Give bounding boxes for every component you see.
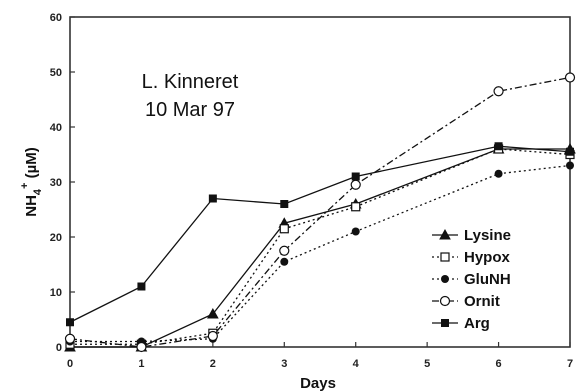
- legend: Lysine Hypox GluNH Ornit Arg: [432, 227, 511, 332]
- x-tick-label: 2: [210, 358, 216, 370]
- legend-item-arg: Arg: [432, 315, 490, 332]
- y-tick-label: 20: [50, 232, 62, 244]
- y-axis-label: NH4+ (µM): [19, 147, 44, 217]
- data-point-hypox: [351, 202, 361, 212]
- y-tick-label: 50: [50, 67, 62, 79]
- x-tick-label: 5: [424, 358, 430, 370]
- legend-marker: [439, 228, 451, 240]
- y-axis-ticks: 0 10 20 30 40 50 60: [50, 12, 75, 354]
- y-tick-label: 40: [50, 122, 62, 134]
- x-axis-label: Days: [300, 375, 336, 392]
- series-group: [64, 72, 576, 353]
- data-point-arg: [494, 142, 503, 151]
- series-ornit: [64, 72, 576, 353]
- series-arg: [66, 142, 574, 327]
- legend-label: Hypox: [464, 249, 511, 266]
- data-point-ornit: [564, 72, 576, 83]
- data-point-arg: [137, 282, 146, 291]
- legend-marker: [439, 295, 451, 307]
- x-tick-label: 4: [353, 358, 360, 370]
- data-point-hypox: [279, 224, 289, 234]
- legend-label: GluNH: [464, 271, 511, 288]
- legend-item-hypox: Hypox: [432, 249, 511, 266]
- x-tick-label: 6: [496, 358, 502, 370]
- data-point-arg: [66, 318, 74, 327]
- data-point-ornit: [279, 245, 290, 256]
- data-point-ornit: [207, 330, 218, 342]
- data-point-ornit: [64, 333, 76, 344]
- x-axis-ticks: 0 1 2 3 4 5 6 7: [67, 342, 573, 370]
- legend-label: Ornit: [464, 293, 500, 310]
- annotation-line-1: L. Kinneret: [142, 71, 239, 93]
- series-line-lysine: [70, 148, 570, 348]
- x-tick-label: 3: [281, 358, 287, 370]
- x-tick-label: 1: [138, 358, 144, 370]
- x-tick-label: 7: [567, 358, 573, 370]
- data-point-ornit: [493, 86, 504, 97]
- annotation-line-2: 10 Mar 97: [145, 99, 235, 121]
- data-point-glunh: [566, 161, 574, 170]
- data-point-ornit: [136, 341, 147, 353]
- data-point-arg: [351, 172, 360, 181]
- legend-marker: [441, 275, 449, 283]
- x-tick-label: 0: [67, 358, 73, 370]
- data-point-arg: [280, 200, 289, 208]
- data-point-arg: [208, 194, 217, 203]
- data-point-glunh: [351, 227, 360, 236]
- y-tick-label: 0: [56, 342, 62, 354]
- legend-marker: [440, 252, 450, 262]
- legend-label: Arg: [464, 315, 490, 332]
- legend-item-lysine: Lysine: [432, 227, 511, 244]
- data-point-lysine: [207, 307, 219, 319]
- legend-item-ornit: Ornit: [432, 293, 500, 310]
- data-point-glunh: [494, 169, 503, 178]
- legend-item-glunh: GluNH: [432, 271, 511, 288]
- legend-label: Lysine: [464, 227, 511, 244]
- y-tick-label: 10: [50, 287, 62, 299]
- data-point-ornit: [350, 179, 361, 190]
- legend-marker: [441, 319, 449, 327]
- y-tick-label: 60: [50, 12, 62, 24]
- data-point-arg: [566, 147, 574, 156]
- data-point-glunh: [280, 257, 289, 266]
- y-tick-label: 30: [50, 177, 62, 189]
